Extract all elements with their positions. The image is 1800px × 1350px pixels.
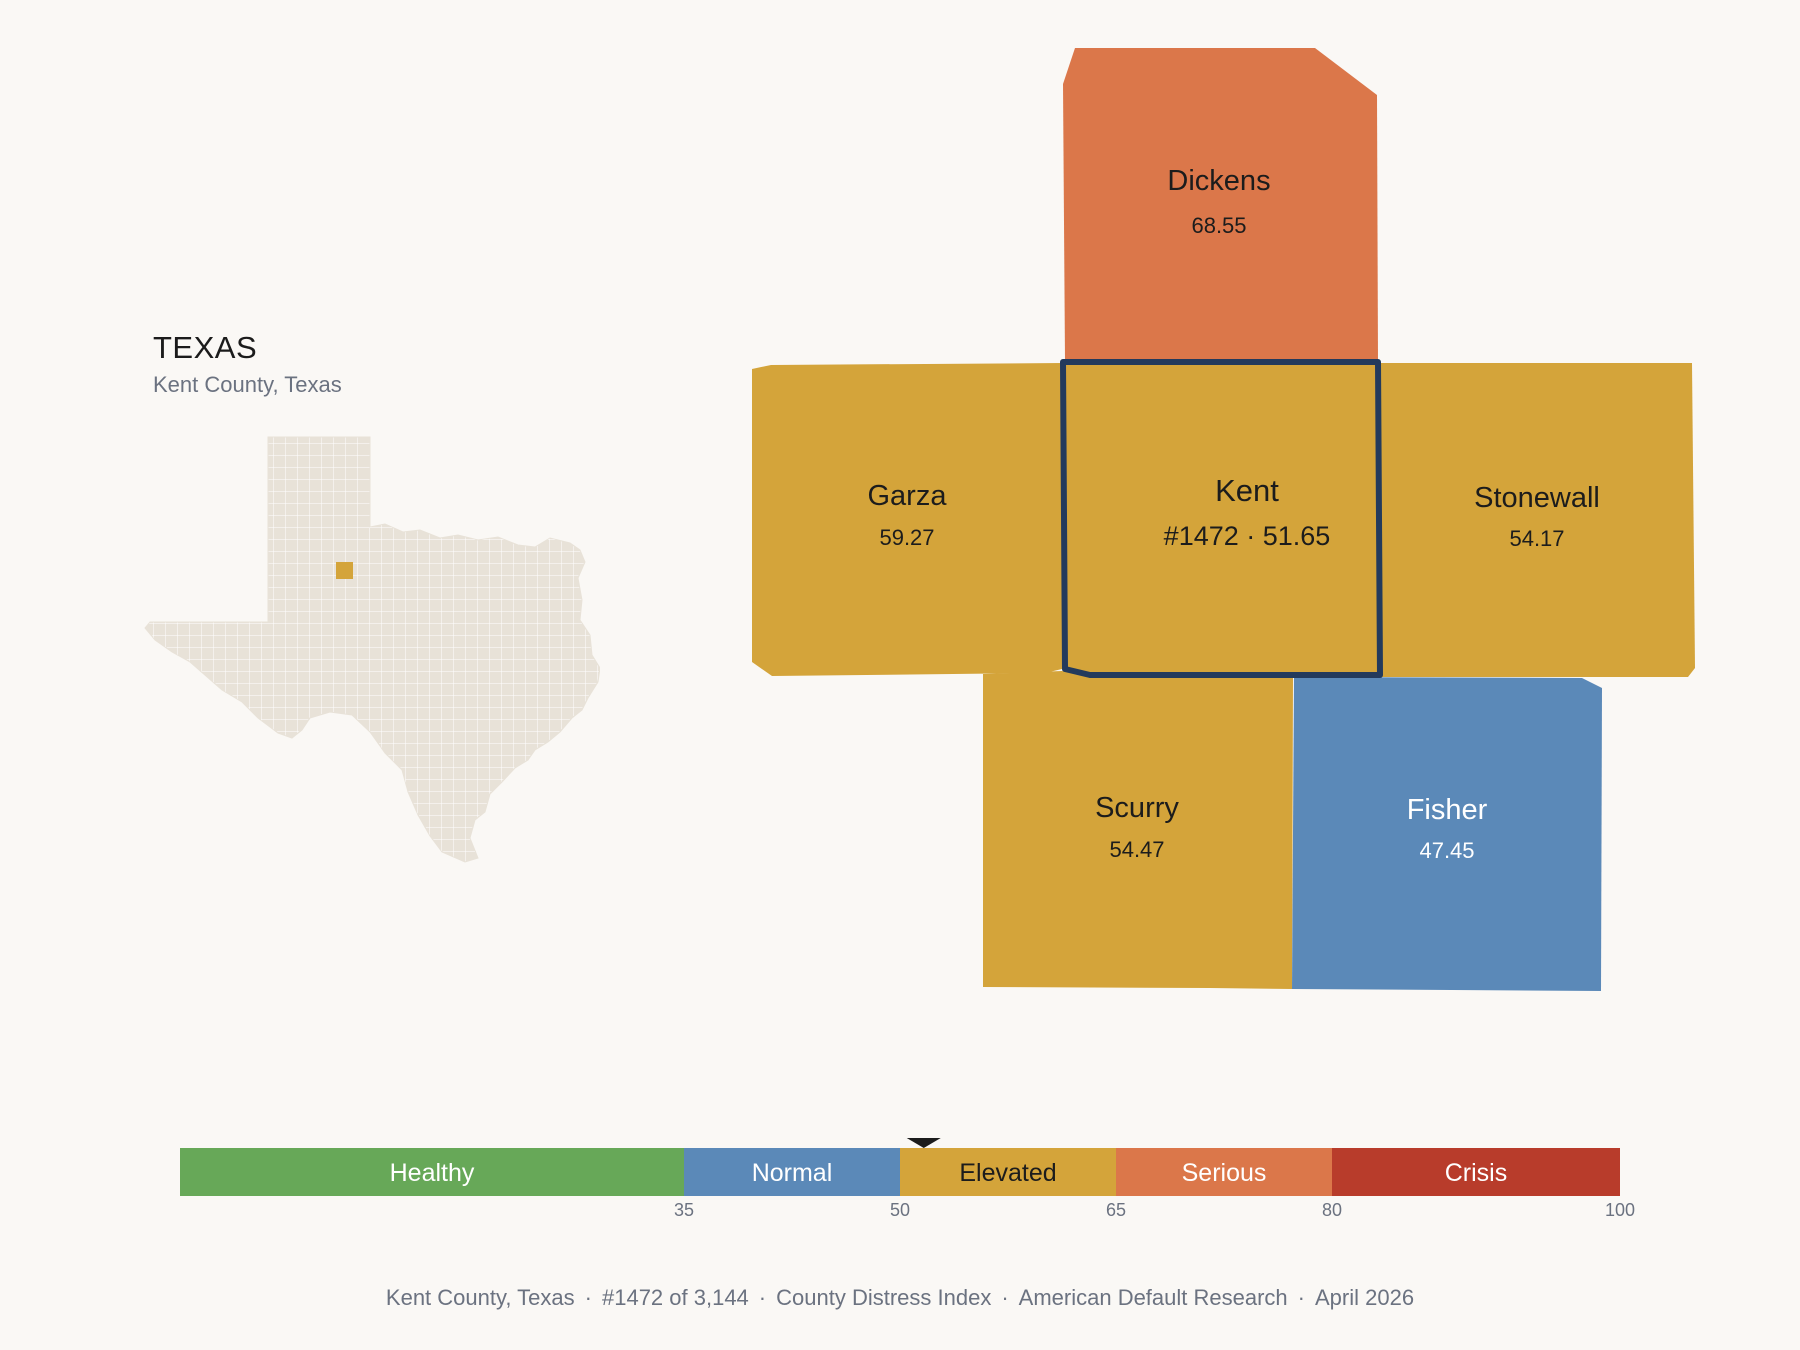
scale-segment-serious xyxy=(1116,1148,1332,1196)
scale-tick-80: 80 xyxy=(1322,1200,1342,1220)
county-fisher-shape xyxy=(1292,677,1602,991)
distress-scale: Healthy Normal Elevated Serious Crisis 35 50 6… xyxy=(180,1138,1635,1220)
texas-state-shape xyxy=(144,436,600,863)
county-kent-label: Kent xyxy=(1215,473,1279,508)
county-garza[interactable]: Garza 59.27 xyxy=(752,363,1063,676)
footer-source: American Default Research xyxy=(1018,1285,1288,1310)
scale-label-normal: Normal xyxy=(752,1159,833,1187)
scale-label-elevated: Elevated xyxy=(959,1159,1056,1187)
county-dickens-shape xyxy=(1063,48,1378,361)
county-scurry[interactable]: Scurry 54.47 xyxy=(983,671,1293,989)
county-kent-shape xyxy=(1060,359,1383,678)
county-garza-label: Garza xyxy=(868,480,948,512)
scale-label-serious: Serious xyxy=(1182,1159,1267,1187)
county-stonewall-label: Stonewall xyxy=(1474,482,1600,514)
scale-marker xyxy=(906,1138,941,1148)
scale-label-healthy: Healthy xyxy=(390,1159,475,1187)
scale-tick-100: 100 xyxy=(1605,1200,1635,1220)
county-garza-shape xyxy=(752,363,1063,676)
state-subtitle: Kent County, Texas xyxy=(153,372,342,397)
county-fisher-value: 47.45 xyxy=(1419,838,1474,863)
state-title: TEXAS xyxy=(153,330,258,365)
footer-rank: #1472 of 3,144 xyxy=(601,1285,749,1310)
scale-segment-normal xyxy=(684,1148,900,1196)
county-dickens[interactable]: Dickens 68.55 xyxy=(1063,48,1378,361)
footer: Kent County, Texas · #1472 of 3,144 · County… xyxy=(385,1285,1415,1310)
scale-segment-crisis xyxy=(1332,1148,1620,1196)
county-scurry-label: Scurry xyxy=(1095,792,1179,824)
county-dickens-label: Dickens xyxy=(1167,165,1270,197)
scale-segment-elevated xyxy=(900,1148,1116,1196)
texas-inset-map xyxy=(144,436,600,863)
scale-segment-healthy xyxy=(180,1148,684,1196)
county-kent-value: #1472 · 51.65 xyxy=(1164,521,1331,551)
scale-label-crisis: Crisis xyxy=(1445,1159,1508,1187)
county-garza-value: 59.27 xyxy=(879,525,934,550)
county-neighborhood-map: Dickens 68.55 Garza 59.27 Stonewall 54.1… xyxy=(752,48,1695,991)
county-kent[interactable]: Kent #1472 · 51.65 xyxy=(1060,359,1383,678)
scale-tick-65: 65 xyxy=(1106,1200,1126,1220)
kent-county-marker xyxy=(336,562,353,579)
county-scurry-value: 54.47 xyxy=(1109,837,1164,862)
scale-tick-50: 50 xyxy=(890,1200,910,1220)
county-scurry-shape xyxy=(983,671,1293,989)
county-fisher-label: Fisher xyxy=(1407,794,1488,826)
scale-tick-35: 35 xyxy=(674,1200,694,1220)
county-stonewall-value: 54.17 xyxy=(1509,526,1564,551)
footer-date: April 2026 xyxy=(1315,1285,1415,1310)
county-stonewall[interactable]: Stonewall 54.17 xyxy=(1380,363,1695,677)
county-fisher[interactable]: Fisher 47.45 xyxy=(1292,677,1602,991)
county-stonewall-shape xyxy=(1380,363,1695,677)
county-dickens-value: 68.55 xyxy=(1191,213,1246,238)
footer-county: Kent County, Texas xyxy=(385,1285,575,1310)
footer-index: County Distress Index xyxy=(776,1285,992,1310)
